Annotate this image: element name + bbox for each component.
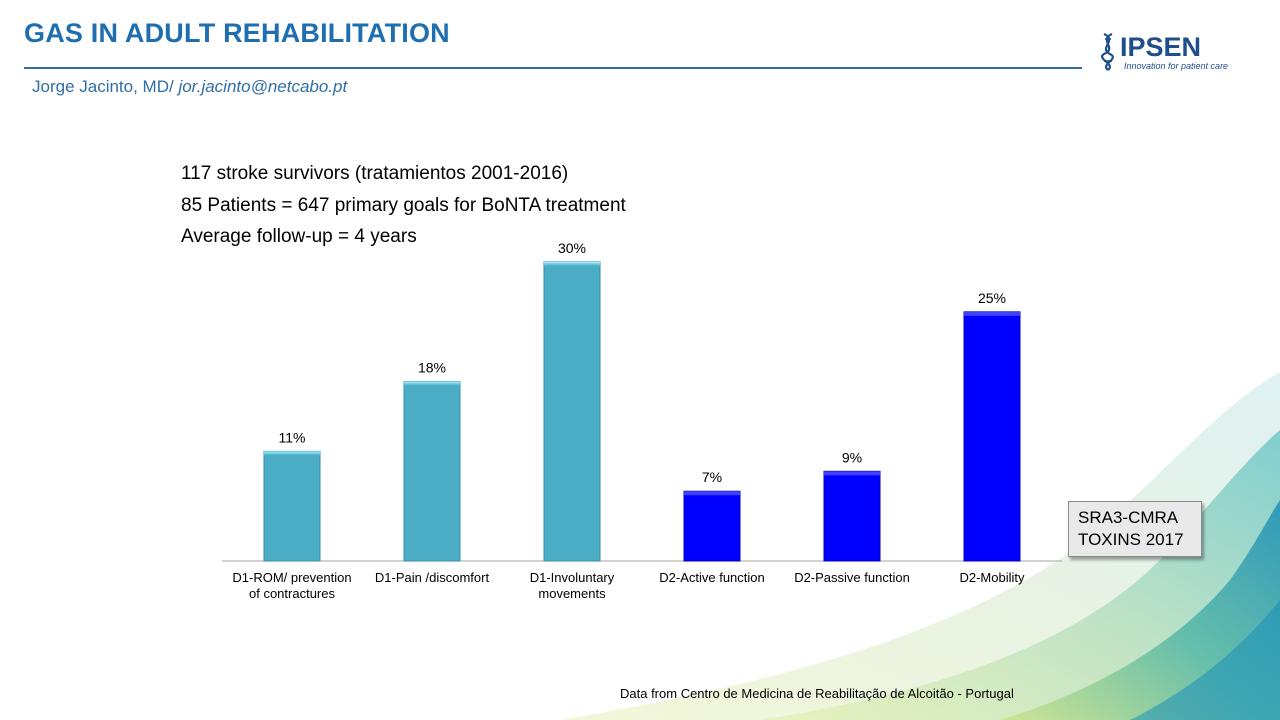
tag-line-2: TOXINS 2017 — [1078, 530, 1184, 549]
footer-source: Centro de Medicina de Reabilitação de Al… — [680, 686, 1014, 701]
author-line: Jorge Jacinto, MD/ jor.jacinto@netcabo.p… — [32, 77, 347, 97]
category-label-3-line-1: D1-Involuntary — [530, 570, 615, 585]
logo-wordmark: IPSEN — [1120, 32, 1201, 62]
title-divider — [24, 67, 1082, 69]
category-label-4-line-1: D2-Active function — [659, 570, 765, 585]
data-label-2: 18% — [418, 360, 446, 376]
ipsen-logo: IPSEN Innovation for patient care — [1101, 32, 1228, 71]
bar-2 — [403, 381, 461, 562]
info-line-2: 85 Patients = 647 primary goals for BoNT… — [181, 195, 626, 216]
category-label-5-line-1: D2-Passive function — [794, 570, 910, 585]
bar-cap-6 — [964, 311, 1020, 316]
category-label-1-line-2: of contractures — [249, 586, 335, 601]
source-footer: Data from Centro de Medicina de Reabilit… — [620, 686, 1014, 701]
category-label-1-line-1: D1-ROM/ prevention — [232, 570, 351, 585]
data-label-6: 25% — [978, 290, 1006, 306]
data-label-1: 11% — [279, 429, 306, 445]
data-label-5: 9% — [842, 449, 862, 465]
dna-helix-icon — [1101, 32, 1114, 71]
category-label-6-line-1: D2-Mobility — [959, 570, 1025, 585]
bar-cap-5 — [824, 471, 880, 476]
category-label-2-line-1: D1-Pain /discomfort — [375, 570, 490, 585]
tag-line-1: SRA3-CMRA — [1078, 508, 1179, 527]
data-label-3: 30% — [558, 240, 586, 256]
category-label-3-line-2: movements — [538, 586, 606, 601]
bar-cap-2 — [404, 381, 460, 386]
author-name: Jorge Jacinto, MD/ — [32, 77, 179, 96]
info-line-3: Average follow-up = 4 years — [181, 226, 417, 247]
info-line-1: 117 stroke survivors (tratamientos 2001-… — [181, 163, 569, 184]
bar-cap-4 — [684, 491, 740, 496]
footer-prefix: Data from — [620, 686, 681, 701]
conference-tag: SRA3-CMRA TOXINS 2017 — [1068, 501, 1202, 557]
bar-5 — [823, 470, 881, 562]
bar-6 — [963, 311, 1021, 562]
bar-cap-1 — [264, 451, 320, 456]
bar-4 — [683, 490, 741, 562]
bar-3 — [543, 261, 601, 562]
bar-1 — [263, 450, 321, 562]
page-title: GAS IN ADULT REHABILITATION — [24, 18, 450, 48]
bar-cap-3 — [544, 262, 600, 266]
logo-tagline: Innovation for patient care — [1124, 61, 1228, 71]
data-label-4: 7% — [702, 469, 722, 485]
author-email: jor.jacinto@netcabo.pt — [178, 77, 348, 96]
